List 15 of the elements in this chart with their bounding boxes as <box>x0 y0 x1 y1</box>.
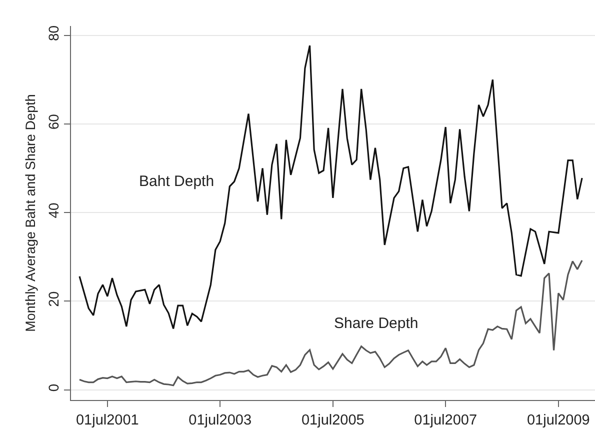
series-label: Baht Depth <box>139 173 214 190</box>
x-tick-label: 01jul2003 <box>188 412 252 428</box>
y-axis-title: Monthly Average Baht and Share Depth <box>23 94 38 332</box>
y-tick-label: 80 <box>45 25 62 41</box>
x-tick-label: 01jul2001 <box>76 412 139 428</box>
x-tick-label: 01jul2009 <box>526 412 590 428</box>
y-tick-label: 0 <box>45 384 62 392</box>
x-tick-label: 01jul2005 <box>301 412 364 428</box>
line-series <box>78 260 583 386</box>
y-tick-label: 60 <box>45 114 62 130</box>
series-label: Share Depth <box>334 315 418 332</box>
y-tick-label: 40 <box>45 202 62 218</box>
x-tick-label: 01jul2007 <box>414 412 478 428</box>
line-series <box>78 44 583 330</box>
y-tick-label: 20 <box>45 291 62 307</box>
